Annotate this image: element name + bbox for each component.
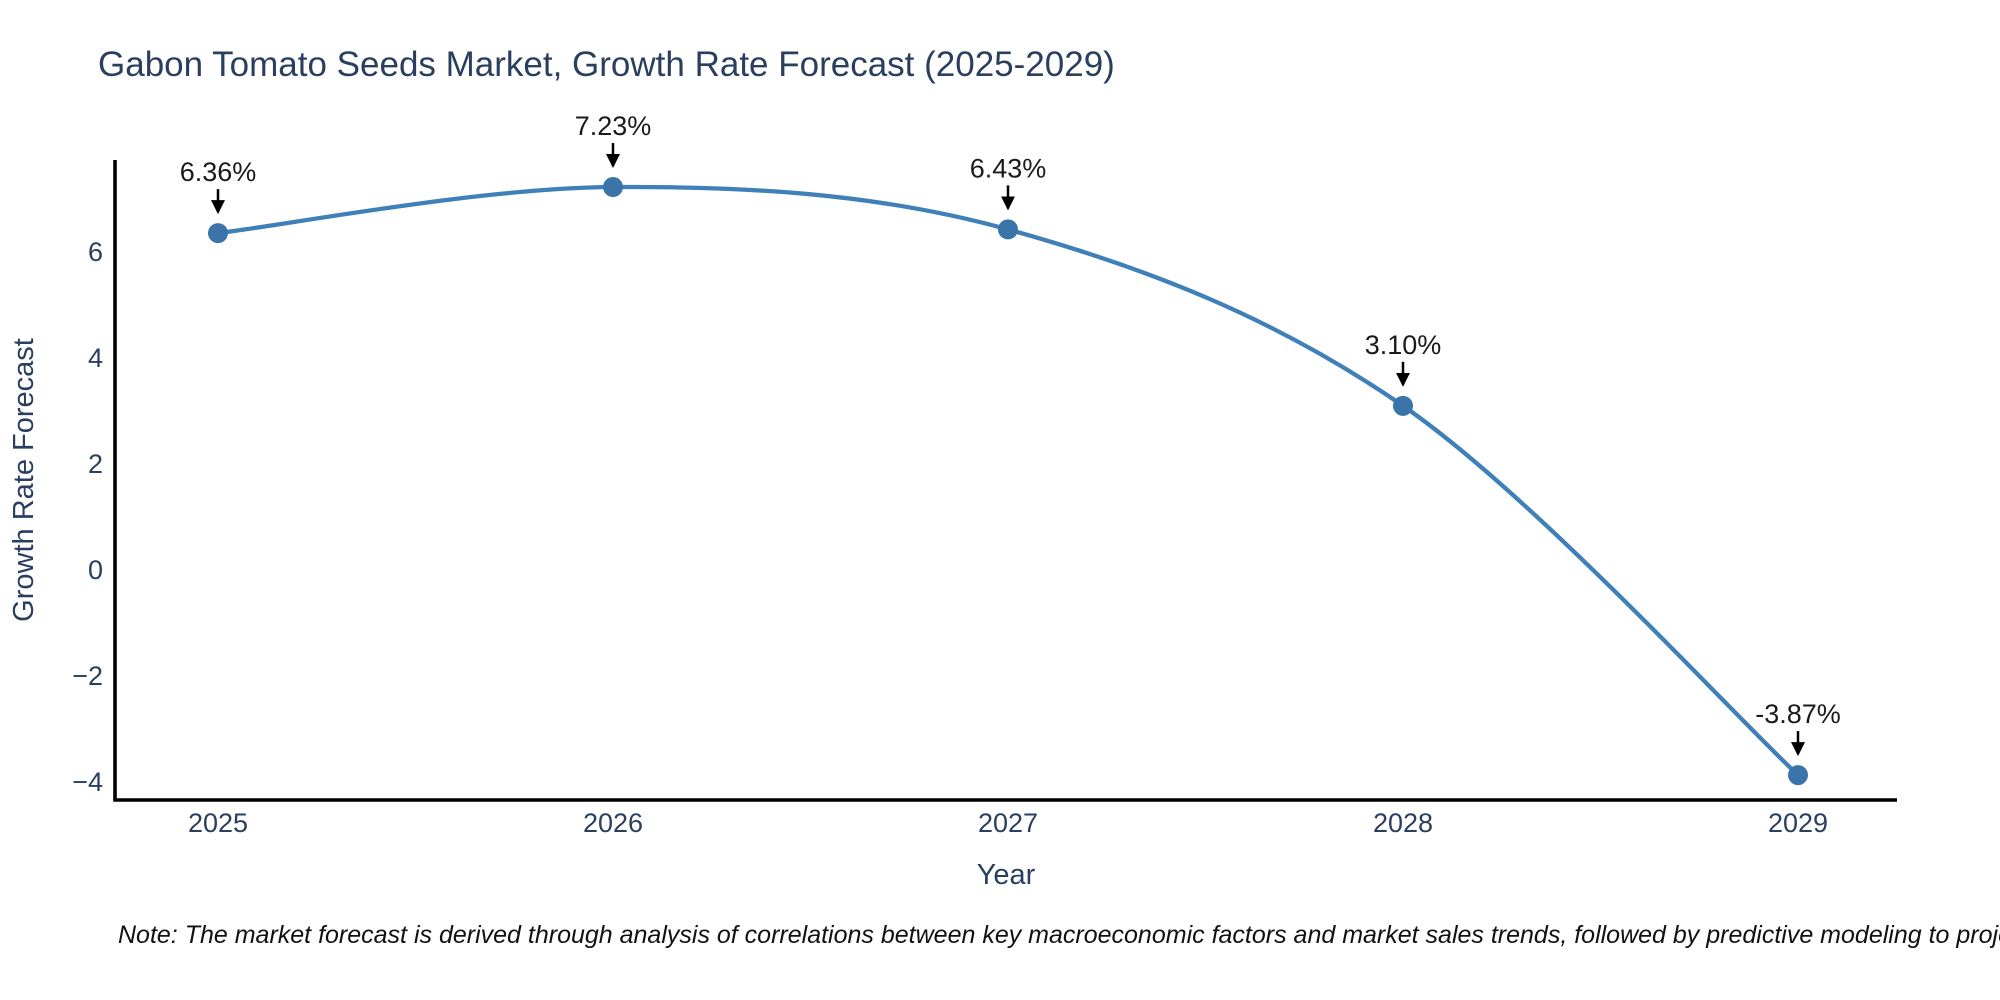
y-tick-label: −4: [72, 767, 103, 797]
data-point-marker: [998, 219, 1018, 240]
annotation-label: 3.10%: [1365, 330, 1442, 360]
data-point-marker: [1788, 765, 1808, 786]
series-line: [215, 184, 1801, 778]
annotation-label: -3.87%: [1755, 699, 1841, 729]
x-tick-label: 2029: [1768, 808, 1828, 838]
chart-title: Gabon Tomato Seeds Market, Growth Rate F…: [98, 45, 1115, 84]
annotation-label: 7.23%: [575, 111, 652, 141]
footnote: Note: The market forecast is derived thr…: [118, 921, 2000, 949]
x-tick-label: 2028: [1373, 808, 1433, 838]
y-tick-label: 2: [88, 449, 103, 479]
annotation-label: 6.43%: [970, 153, 1047, 183]
x-tick-label: 2026: [583, 808, 643, 838]
y-axis-tick-labels: 6 4 2 0 −2 −4: [72, 237, 103, 797]
y-axis-title: Growth Rate Forecast: [8, 338, 40, 622]
data-point-marker: [208, 223, 228, 244]
annotation-label: 6.36%: [180, 157, 257, 187]
y-tick-label: 6: [88, 237, 103, 267]
x-axis-title: Year: [977, 859, 1036, 891]
point-annotations: 6.36% 7.23% 6.43% 3.10% -3.87%: [180, 111, 1841, 757]
x-tick-label: 2027: [978, 808, 1038, 838]
axes-frame: [113, 160, 1897, 802]
data-point-marker: [1393, 395, 1413, 416]
data-point-marker: [603, 177, 623, 198]
y-tick-label: 0: [88, 555, 103, 585]
x-axis-tick-labels: 2025 2026 2027 2028 2029: [188, 808, 1828, 838]
y-tick-label: −2: [72, 661, 103, 691]
data-point-markers: [208, 177, 1808, 786]
y-tick-label: 4: [88, 343, 103, 373]
x-tick-label: 2025: [188, 808, 248, 838]
